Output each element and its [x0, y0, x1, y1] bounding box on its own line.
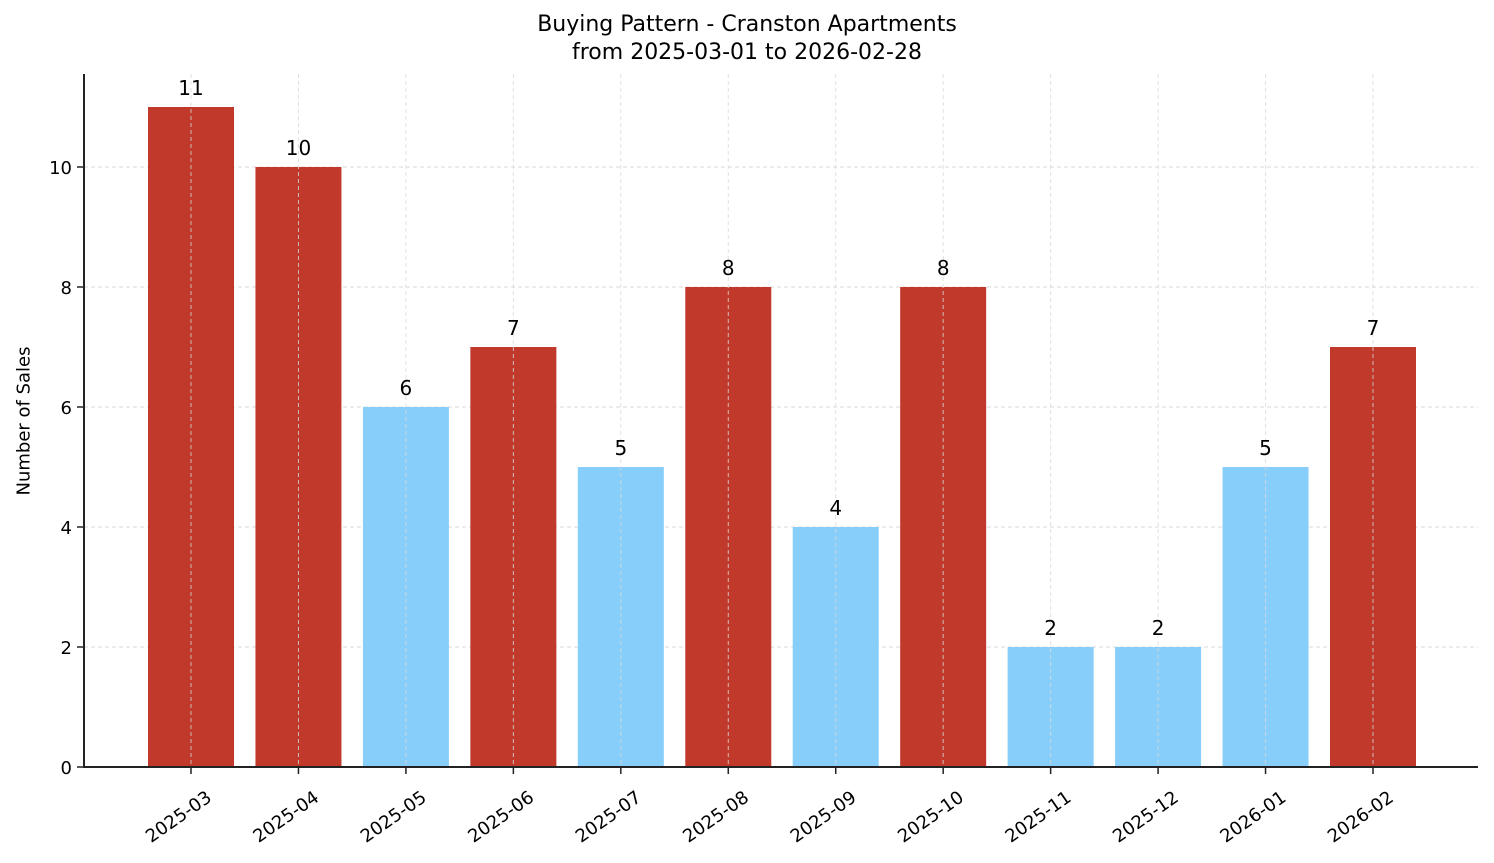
- data-label: 8: [937, 256, 950, 280]
- x-tick-label: 2025-07: [572, 787, 646, 847]
- data-label: 7: [507, 316, 520, 340]
- y-tick-label: 0: [61, 758, 72, 779]
- axes: [83, 74, 1478, 768]
- bar-2025-03: [148, 107, 234, 767]
- y-tick-label: 8: [61, 278, 72, 299]
- y-tick-label: 4: [61, 518, 72, 539]
- x-tick-label: 2025-12: [1109, 787, 1183, 847]
- x-tick-label: 2025-11: [1002, 787, 1076, 847]
- x-tick-label: 2025-08: [679, 787, 753, 847]
- x-tick-label: 2025-09: [787, 787, 861, 847]
- y-ticks: 0 2 4 6 8 10: [49, 158, 84, 779]
- x-tick-label: 2025-03: [142, 787, 216, 847]
- data-labels: 11 10 6 7 5 8 4 8 2 2 5 7: [178, 76, 1379, 640]
- x-tick-label: 2026-02: [1324, 787, 1398, 847]
- x-tick-label: 2026-01: [1216, 787, 1290, 847]
- y-tick-label: 2: [61, 638, 72, 659]
- data-label: 4: [829, 496, 842, 520]
- x-tick-label: 2025-05: [357, 787, 431, 847]
- chart-subtitle: from 2025-03-01 to 2026-02-28: [572, 40, 922, 65]
- data-label: 7: [1367, 316, 1380, 340]
- bar-2025-10: [900, 287, 987, 767]
- x-tick-label: 2025-04: [249, 787, 323, 847]
- bar-2025-08: [685, 287, 772, 767]
- x-tick-label: 2025-06: [464, 787, 538, 847]
- y-tick-label: 10: [49, 158, 72, 179]
- data-label: 5: [1259, 436, 1272, 460]
- vertical-grid-lines: [190, 74, 1374, 767]
- chart-title: Buying Pattern - Cranston Apartments: [537, 12, 957, 37]
- bar-2025-09: [792, 527, 879, 767]
- bars: [148, 107, 1416, 767]
- data-label: 5: [614, 436, 627, 460]
- data-label: 8: [722, 256, 735, 280]
- data-label: 6: [400, 376, 413, 400]
- data-label: 2: [1044, 616, 1057, 640]
- data-label: 2: [1152, 616, 1165, 640]
- data-label: 11: [178, 76, 203, 100]
- x-ticks: 2025-03 2025-04 2025-05 2025-06 2025-07 2025-…: [142, 767, 1398, 847]
- x-tick-label: 2025-10: [894, 787, 968, 847]
- y-tick-label: 6: [61, 398, 72, 419]
- data-label: 10: [286, 136, 311, 160]
